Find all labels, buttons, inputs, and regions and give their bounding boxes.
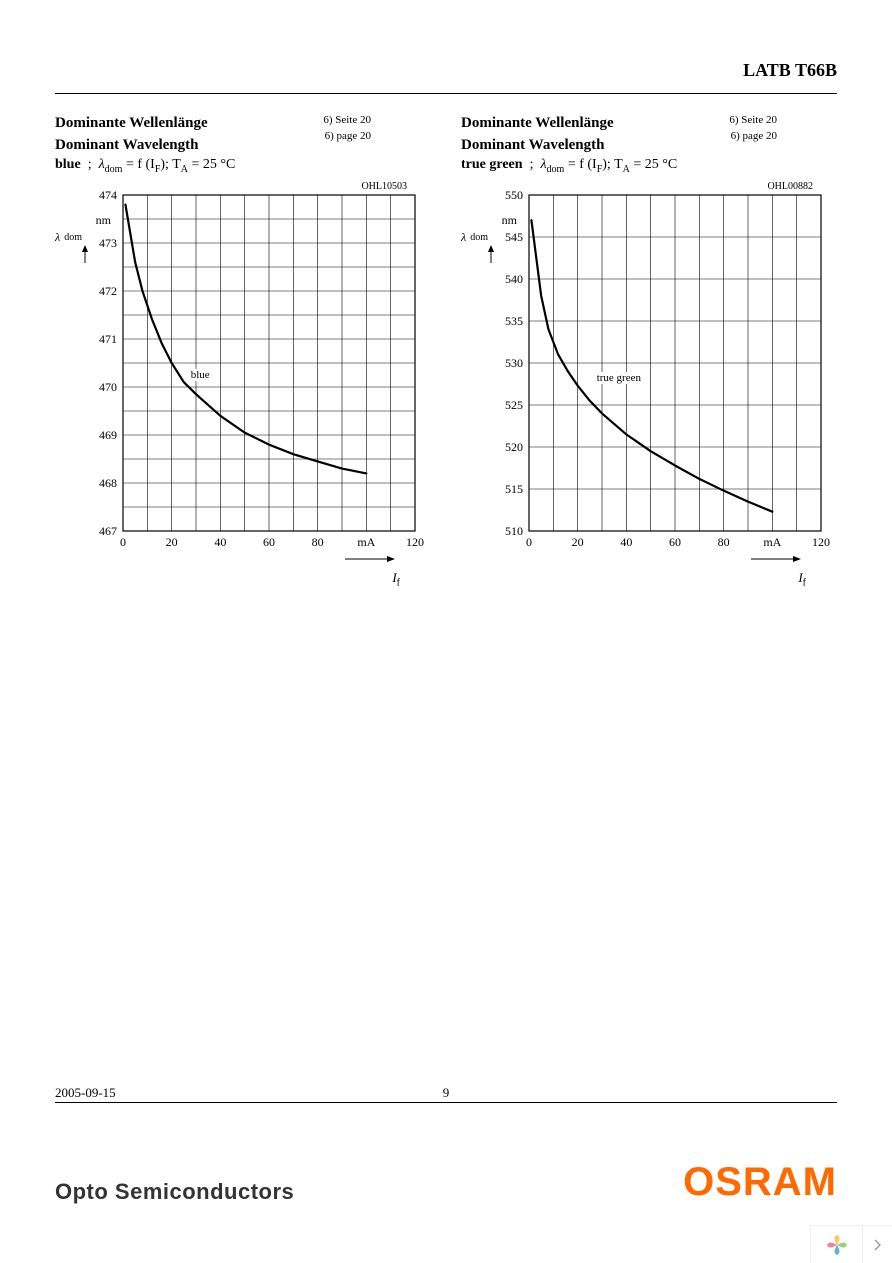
x-tick-label: 120 xyxy=(809,535,833,550)
x-tick-label: 20 xyxy=(566,535,590,550)
x-tick-label: 60 xyxy=(257,535,281,550)
y-tick-label: 525 xyxy=(493,398,523,413)
x-tick-label: 0 xyxy=(111,535,135,550)
y-tick-label: 515 xyxy=(493,482,523,497)
y-tick-label: 474 xyxy=(87,188,117,203)
y-tick-label: 550 xyxy=(493,188,523,203)
y-tick-label: 469 xyxy=(87,428,117,443)
curve-label: blue xyxy=(189,369,212,381)
nav-widget xyxy=(810,1225,892,1263)
formula-row: blue ; λdom = f (IF); TA = 25 °C xyxy=(55,157,431,175)
x-tick-label: 40 xyxy=(208,535,232,550)
nav-flower-icon[interactable] xyxy=(811,1226,862,1263)
y-tick-label: 471 xyxy=(87,332,117,347)
x-tick-label: 80 xyxy=(712,535,736,550)
y-tick-label: 535 xyxy=(493,314,523,329)
chart-title-de: Dominante Wellenlänge xyxy=(461,114,837,134)
y-axis-label: nmλdom xyxy=(55,213,117,265)
y-tick-label: 472 xyxy=(87,284,117,299)
x-tick-label: 40 xyxy=(614,535,638,550)
footer-rule xyxy=(55,1102,837,1103)
graph-id: OHL10503 xyxy=(361,181,415,192)
y-tick-label: 520 xyxy=(493,440,523,455)
x-tick-label: mA xyxy=(760,535,784,550)
formula-row: true green ; λdom = f (IF); TA = 25 °C xyxy=(461,157,837,175)
part-number: LATB T66B xyxy=(743,60,837,81)
footer-page-number: 9 xyxy=(443,1085,450,1101)
y-tick-label: 540 xyxy=(493,272,523,287)
curve-label: true green xyxy=(595,372,643,384)
x-tick-label: 0 xyxy=(517,535,541,550)
chart-title-de: Dominante Wellenlänge xyxy=(55,114,431,134)
chart-title-en: Dominant Wavelength xyxy=(55,136,431,156)
x-tick-label: 60 xyxy=(663,535,687,550)
y-tick-label: 468 xyxy=(87,476,117,491)
x-axis-label: If xyxy=(345,551,400,589)
graph-id: OHL00882 xyxy=(767,181,821,192)
chart-title-en: Dominant Wavelength xyxy=(461,136,837,156)
chart-blue: Dominante WellenlängeDominant Wavelength… xyxy=(55,114,431,581)
y-tick-label: 470 xyxy=(87,380,117,395)
x-tick-label: 20 xyxy=(160,535,184,550)
y-tick-label: 530 xyxy=(493,356,523,371)
ref-en: 6) page 20 xyxy=(731,130,777,142)
ref-de: 6) Seite 20 xyxy=(323,114,371,126)
ref-en: 6) page 20 xyxy=(325,130,371,142)
ref-de: 6) Seite 20 xyxy=(729,114,777,126)
x-axis-label: If xyxy=(751,551,806,589)
y-axis-label: nmλdom xyxy=(461,213,523,265)
brand-logo: OSRAM xyxy=(683,1160,837,1205)
footer-date: 2005-09-15 xyxy=(55,1085,116,1101)
brand-subtitle: Opto Semiconductors xyxy=(55,1179,294,1205)
nav-next-icon[interactable] xyxy=(862,1226,892,1263)
x-tick-label: 120 xyxy=(403,535,427,550)
x-tick-label: 80 xyxy=(306,535,330,550)
x-tick-label: mA xyxy=(354,535,378,550)
chart-green: Dominante WellenlängeDominant Wavelength… xyxy=(461,114,837,581)
